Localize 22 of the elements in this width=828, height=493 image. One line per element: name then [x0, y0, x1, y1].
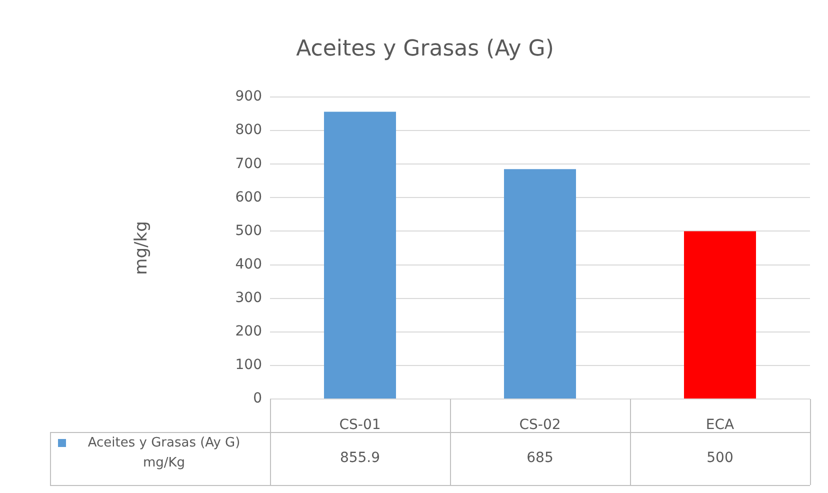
- y-tick-label: 400: [235, 256, 262, 272]
- chart-title: Aceites y Grasas (Ay G): [296, 36, 554, 62]
- y-axis-title: mg/kg: [131, 221, 152, 275]
- bar: [504, 169, 576, 398]
- x-tick-label: ECA: [706, 417, 735, 434]
- bar: [324, 112, 396, 398]
- data-label: 500: [706, 450, 734, 466]
- y-tick-label: 0: [253, 390, 262, 407]
- legend-label: Aceites y Grasas (Ay G) mg/Kg: [88, 435, 240, 470]
- x-tick-label: CS-01: [339, 417, 381, 434]
- y-tick-label: 600: [235, 189, 262, 206]
- x-tick-label: CS-02: [519, 417, 561, 434]
- y-tick-label: 700: [235, 156, 262, 172]
- y-tick-label: 500: [235, 222, 262, 239]
- bar: [684, 231, 756, 398]
- y-tick-label: 200: [235, 324, 262, 340]
- y-tick-label: 300: [235, 290, 262, 306]
- y-tick-label: 100: [235, 357, 262, 374]
- y-tick-label: 900: [235, 88, 262, 105]
- data-label: 685: [526, 450, 554, 466]
- y-tick-label: 800: [235, 122, 262, 138]
- data-label: 855.9: [340, 450, 380, 466]
